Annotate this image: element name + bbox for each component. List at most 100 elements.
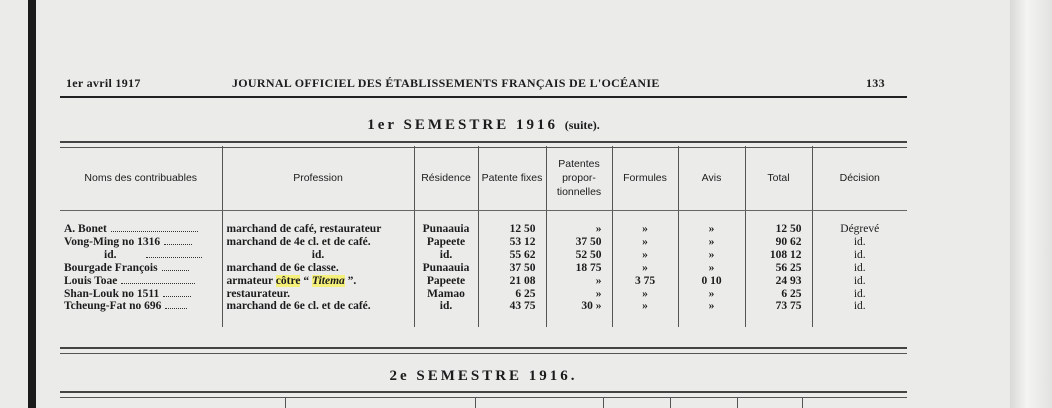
- taxpayer-name: Shan-Louk no 1511: [60, 288, 222, 301]
- patente-proportionnelle: »: [545, 287, 612, 301]
- taxpayer-name: Tcheung-Fat no 696: [60, 300, 222, 327]
- table-row: Shan-Louk no 1511 restaurateur. Mamao 6 25»…: [60, 287, 907, 301]
- profession: marchand de 6e cl. et de café.: [221, 300, 414, 328]
- patente-proportionnelle: »: [545, 274, 612, 288]
- profession: id.: [221, 248, 414, 262]
- avis: »: [677, 248, 745, 262]
- patente-proportionnelle: 37 50: [545, 235, 612, 249]
- decision: id.: [811, 274, 907, 288]
- column-divider: [802, 398, 803, 408]
- column-divider: [670, 398, 671, 408]
- residence: Punaauia: [413, 210, 478, 236]
- total: 73 75: [744, 300, 812, 328]
- residence: Papeete: [413, 274, 478, 288]
- patente-proportionnelle: »: [545, 210, 612, 236]
- patente-fixe: 37 50: [477, 261, 546, 275]
- decision: id.: [811, 248, 907, 262]
- double-rule: [60, 347, 907, 354]
- table-header-row: Noms des contribuables Profession Résidenc…: [60, 146, 907, 211]
- table-row: Vong-Ming no 1316 marchand de 4e cl. et d…: [60, 235, 907, 249]
- table-row: Tcheung-Fat no 696 marchand de 6e cl. et …: [60, 300, 907, 328]
- table-row: Bourgade François marchand de 6e classe. P…: [60, 261, 907, 275]
- residence: id.: [413, 248, 478, 262]
- name-text: Shan-Louk no 1511: [64, 287, 160, 300]
- dot-leader: [146, 256, 203, 258]
- patente-proportionnelle: 30 »: [545, 300, 612, 328]
- column-header: Formules: [611, 146, 678, 211]
- dot-leader: [165, 308, 187, 310]
- taxpayer-name: Vong-Ming no 1316: [60, 236, 222, 249]
- dot-leader: [164, 243, 192, 245]
- decision: id.: [811, 300, 907, 328]
- tax-table: Noms des contribuables Profession Résidenc…: [60, 146, 907, 328]
- decision: Dégrevé: [811, 210, 907, 236]
- taxpayer-name: A. Bonet: [60, 211, 222, 236]
- taxpayer-name: Bourgade François: [60, 262, 222, 275]
- taxpayer-name: id.: [60, 249, 222, 262]
- name-text: Bourgade François: [64, 261, 158, 274]
- avis: »: [677, 287, 745, 301]
- journal-title: JOURNAL OFFICIEL DES ÉTABLISSEMENTS FRAN…: [232, 76, 660, 90]
- section-title-text: 1er SEMESTRE 1916: [367, 117, 558, 133]
- column-divider: [285, 398, 286, 408]
- total: 90 62: [744, 235, 812, 249]
- profession-part: “: [303, 274, 310, 287]
- residence: Mamao: [413, 287, 478, 301]
- issue-date: 1er avril 1917: [66, 76, 141, 90]
- residence: id.: [413, 300, 478, 328]
- total: 56 25: [744, 261, 812, 275]
- profession: marchand de 4e cl. et de café.: [221, 235, 414, 249]
- section-title-suffix: (suite).: [564, 118, 600, 132]
- avis: 0 10: [677, 274, 745, 288]
- profession-part: Titema: [311, 274, 345, 287]
- double-rule: [60, 391, 907, 398]
- profession-part: ”.: [347, 274, 357, 287]
- name-text: Vong-Ming no 1316: [64, 235, 161, 248]
- section-title-2: 2e SEMESTRE 1916.: [389, 368, 578, 384]
- total: 24 93: [744, 274, 812, 288]
- formules: »: [611, 210, 678, 236]
- column-header: Patente fixes: [477, 146, 546, 211]
- avis: »: [677, 300, 745, 328]
- patente-proportionnelle: 18 75: [545, 261, 612, 275]
- table-row: A. Bonet marchand de café, restaurateur Pu…: [60, 210, 907, 236]
- formules: »: [611, 248, 678, 262]
- taxpayer-name: Louis Toae: [60, 275, 222, 288]
- patente-fixe: 43 75: [477, 300, 546, 328]
- patente-fixe: 55 62: [477, 248, 546, 262]
- scan-left-edge: [28, 0, 36, 408]
- profession: marchand de café, restaurateur: [221, 210, 414, 236]
- formules: »: [611, 235, 678, 249]
- profession-part: côtre: [275, 274, 301, 287]
- table-row: id. id. id. 55 62 52 50»» 108 12 id.: [60, 248, 907, 262]
- decision: id.: [811, 235, 907, 249]
- total: 6 25: [744, 287, 812, 301]
- residence: Punaauia: [413, 261, 478, 275]
- decision: id.: [811, 261, 907, 275]
- column-header: Résidence: [413, 146, 478, 211]
- name-text: Tcheung-Fat no 696: [64, 300, 162, 313]
- table-body: A. Bonet marchand de café, restaurateur Pu…: [60, 210, 907, 328]
- avis: »: [677, 210, 745, 236]
- total: 12 50: [744, 210, 812, 236]
- patente-fixe: 6 25: [477, 287, 546, 301]
- scan-right-edge: [1010, 0, 1052, 408]
- dot-leader: [110, 231, 198, 232]
- formules: »: [611, 261, 678, 275]
- residence: Papeete: [413, 235, 478, 249]
- column-header: Avis: [677, 146, 745, 211]
- column-header: Patentes propor-tionnelles: [545, 146, 612, 211]
- patente-fixe: 12 50: [477, 210, 546, 236]
- avis: »: [677, 261, 745, 275]
- patente-fixe: 21 08: [477, 274, 546, 288]
- avis: »: [677, 235, 745, 249]
- page-number: 133: [866, 76, 885, 90]
- column-header: Profession: [221, 146, 414, 211]
- profession: marchand de 6e classe.: [221, 261, 414, 275]
- section-title-1: 1er SEMESTRE 1916 (suite).: [60, 117, 907, 134]
- column-header: Noms des contribuables: [60, 146, 222, 211]
- patente-proportionnelle: 52 50: [545, 248, 612, 262]
- formules: 3 75: [611, 274, 678, 288]
- column-header: Total: [744, 146, 812, 211]
- header-rule: [60, 96, 907, 98]
